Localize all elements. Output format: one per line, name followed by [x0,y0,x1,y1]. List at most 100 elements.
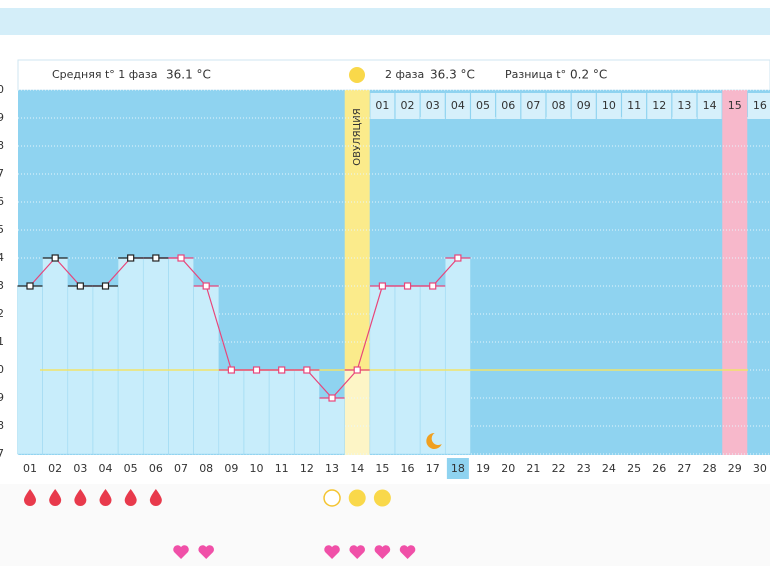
x-tick-label: 19 [476,462,490,475]
heart-icon [349,545,366,559]
point [227,366,235,374]
heart-icon [173,545,189,559]
point [101,282,110,290]
x-tick-label: 26 [652,462,666,475]
phase2-day-label: 09 [577,99,591,112]
bar [117,257,144,455]
phase2-day-cell [747,93,770,119]
phase2-day-label: 10 [602,99,616,112]
moon-icon [426,432,442,449]
x-tick-label: 03 [73,462,87,475]
y-tick-label: 5 [0,223,4,236]
phase2-day-cell [622,93,647,119]
y-tick-label: 0 [0,83,4,96]
bar [268,369,295,455]
point [202,282,210,290]
phase2-day-cell [496,93,521,119]
phase2-day-cell [471,93,496,119]
point [76,282,84,290]
x-tick-label: 08 [199,462,213,475]
heart-icon [399,545,416,559]
phase2-day-cell [571,93,596,119]
phase2-day-cell [546,93,571,119]
phase2-day-cell [722,93,747,119]
circle-icon [373,489,391,507]
y-tick-label: 7 [0,167,4,180]
x-tick-label: 28 [703,462,717,475]
phase2-day-label: 07 [526,99,540,112]
diff-label: Разница t° [505,68,566,81]
x-tick-label: 09 [224,462,238,475]
point [177,254,185,262]
bar [42,257,68,455]
phase2-day-label: 13 [677,99,691,112]
x-tick-label: 05 [124,462,138,475]
phase2-day-cell [395,93,420,119]
y-tick-label: 9 [0,111,4,124]
y-tick-label: 0 [0,363,4,376]
drop-icon [24,489,36,506]
phase2-day-label: 14 [703,99,717,112]
bar [319,397,345,455]
x-tick-label: 22 [552,462,566,475]
drop-icon [124,489,137,506]
phase2-label: 2 фаза [385,68,424,81]
phase2-day-cell [445,93,470,119]
point [303,366,311,374]
point [454,254,462,262]
ovulation-column-low [344,370,370,455]
phase2-day-cell [420,93,445,119]
point [278,366,286,374]
phase2-day-label: 06 [501,99,515,112]
y-tick-label: 8 [0,139,4,152]
bar [168,257,194,455]
x-tick-label: 01 [23,462,37,475]
phase2-day-label: 01 [375,99,389,112]
point [328,394,336,402]
phase2-day-cell [521,93,546,119]
drop-icon [49,489,62,506]
phase2-day-label: 16 [753,99,767,112]
x-tick-label: 15 [375,462,389,475]
point [403,282,412,290]
point [429,282,437,290]
phase1-value: 36.1 °C [166,68,211,82]
x-tick-label: 24 [602,462,616,475]
x-tick-label: 18 [451,462,465,475]
heart-icon [374,545,391,559]
y-tick-label: 1 [0,335,4,348]
x-tick-label: 14 [350,462,364,475]
x-tick-label: 12 [300,462,314,475]
x-tick-label: 29 [728,462,742,475]
point [51,254,59,262]
x-tick-label: 13 [325,462,339,475]
phase2-day-label: 02 [401,99,415,112]
x-tick-label: 16 [401,462,415,475]
phase2-day-cell [596,93,621,119]
phase2-day-label: 05 [476,99,490,112]
point [152,254,160,262]
drop-icon [149,489,162,506]
bar [143,257,169,455]
phase2-day-label: 08 [552,99,566,112]
x-tick-label: 17 [426,462,440,475]
x-tick-label: 23 [577,462,591,475]
x-tick-label: 30 [753,462,767,475]
y-tick-label: 6 [0,195,4,208]
header-bar [17,59,770,91]
x-tick-label: 10 [250,462,264,475]
phase2-day-cell [370,93,395,119]
phase2-day-cell [672,93,697,119]
point [26,282,34,290]
phase2-day-label: 11 [627,99,641,112]
y-tick-label: 2 [0,307,4,320]
bar [445,257,471,455]
phase2-day-label: 12 [652,99,666,112]
bar [218,369,245,455]
y-tick-label: 4 [0,251,4,264]
x-tick-label: 21 [526,462,540,475]
bar [243,369,270,455]
phase2-value: 36.3 °C [430,68,475,82]
drop-icon [74,489,87,506]
